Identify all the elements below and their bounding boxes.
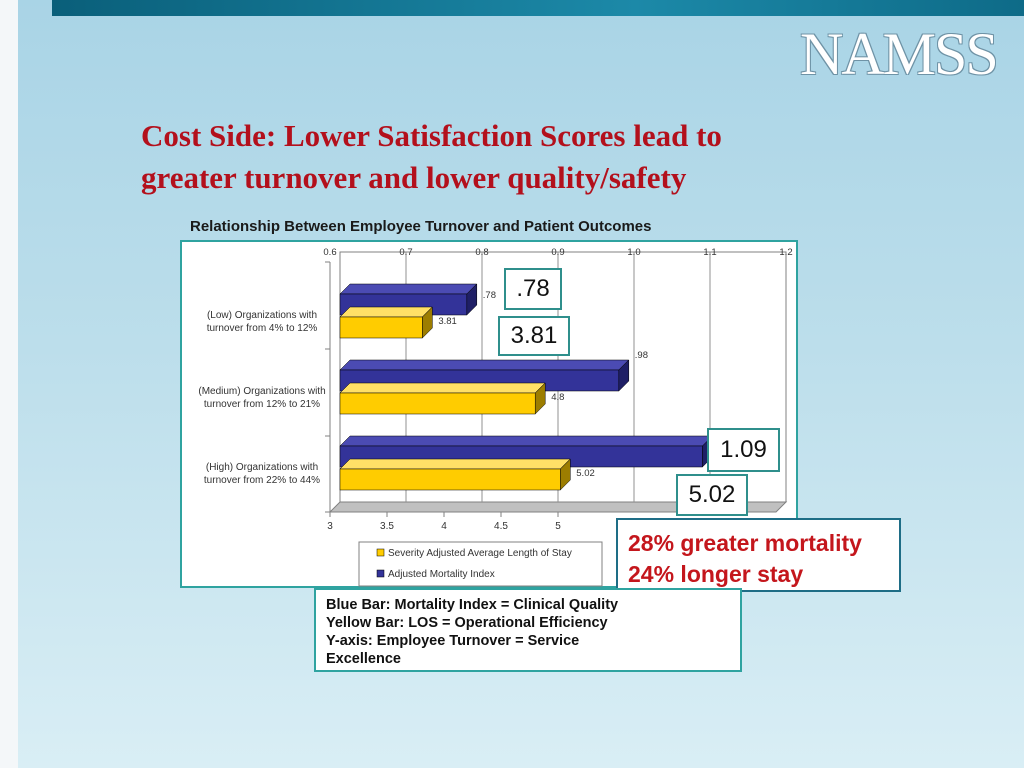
top-axis-tick-label: 1.0 bbox=[627, 247, 640, 258]
mortality-bar-top bbox=[339, 435, 714, 447]
slide-title-line-1: Cost Side: Lower Satisfaction Scores lea… bbox=[141, 118, 722, 153]
callout-high-los: 5.02 bbox=[676, 474, 748, 516]
top-axis-tick-label: 0.6 bbox=[323, 247, 336, 258]
category-label-line-2: turnover from 12% to 21% bbox=[204, 399, 320, 410]
legend-label-los: Severity Adjusted Average Length of Stay bbox=[388, 548, 572, 559]
los-bar-top bbox=[339, 458, 571, 470]
bottom-axis-tick-label: 4.5 bbox=[494, 521, 508, 532]
los-bar bbox=[339, 316, 423, 339]
los-bar bbox=[339, 392, 536, 415]
slide-title: Cost Side: Lower Satisfaction Scores lea… bbox=[141, 115, 861, 199]
category-label-line-1: (High) Organizations with bbox=[206, 462, 318, 473]
mortality-bar-top bbox=[339, 283, 478, 295]
category-label-line-1: (Medium) Organizations with bbox=[198, 386, 325, 397]
los-bar bbox=[339, 468, 561, 491]
note-line-4: Excellence bbox=[326, 651, 401, 667]
left-strip bbox=[0, 0, 18, 768]
bottom-axis-tick-label: 5 bbox=[555, 521, 561, 532]
los-data-label: 5.02 bbox=[576, 468, 595, 479]
top-axis-tick-label: 1.2 bbox=[779, 247, 792, 258]
legend-notes-box: Blue Bar: Mortality Index = Clinical Qua… bbox=[314, 588, 742, 672]
bottom-axis-tick-label: 4 bbox=[441, 521, 447, 532]
slide-title-line-2: greater turnover and lower quality/safet… bbox=[141, 160, 687, 195]
mortality-data-label: .98 bbox=[635, 350, 648, 361]
top-axis-tick-label: 1.1 bbox=[703, 247, 716, 258]
chart-title: Relationship Between Employee Turnover a… bbox=[190, 218, 652, 235]
note-line-1: Blue Bar: Mortality Index = Clinical Qua… bbox=[326, 597, 619, 613]
bottom-axis-tick-label: 3.5 bbox=[380, 521, 394, 532]
category-label-line-1: (Low) Organizations with bbox=[207, 310, 317, 321]
top-axis-tick-label: 0.9 bbox=[551, 247, 564, 258]
callout-low-los: 3.81 bbox=[498, 316, 570, 356]
callout-high-mortality: 1.09 bbox=[707, 428, 780, 472]
top-banner-bar bbox=[52, 0, 1024, 16]
legend-swatch-mortality bbox=[376, 569, 385, 578]
los-data-label: 3.81 bbox=[438, 316, 457, 327]
los-bar-top bbox=[339, 382, 546, 394]
category-label-line-2: turnover from 4% to 12% bbox=[207, 323, 318, 334]
highlight-box: 28% greater mortality 24% longer stay bbox=[616, 518, 901, 592]
callout-low-mortality: .78 bbox=[504, 268, 562, 310]
legend-swatch-los bbox=[376, 548, 385, 557]
mortality-bar-top bbox=[339, 359, 630, 371]
bottom-axis-tick-label: 3 bbox=[327, 521, 333, 532]
top-axis-tick-label: 0.8 bbox=[475, 247, 488, 258]
top-axis-tick-label: 0.7 bbox=[399, 247, 412, 258]
highlight-stay: 24% longer stay bbox=[628, 561, 804, 587]
mortality-data-label: .78 bbox=[483, 290, 496, 301]
los-data-label: 4.8 bbox=[551, 392, 564, 403]
note-line-3: Y-axis: Employee Turnover = Service bbox=[326, 633, 580, 649]
highlight-mortality: 28% greater mortality bbox=[628, 530, 862, 556]
los-bar-top bbox=[339, 306, 433, 318]
legend-label-mortality: Adjusted Mortality Index bbox=[388, 569, 495, 580]
namss-logo: NAMSS bbox=[800, 21, 999, 87]
category-label-line-2: turnover from 22% to 44% bbox=[204, 475, 320, 486]
legend-box bbox=[358, 541, 603, 587]
note-line-2: Yellow Bar: LOS = Operational Efficiency bbox=[326, 615, 608, 631]
